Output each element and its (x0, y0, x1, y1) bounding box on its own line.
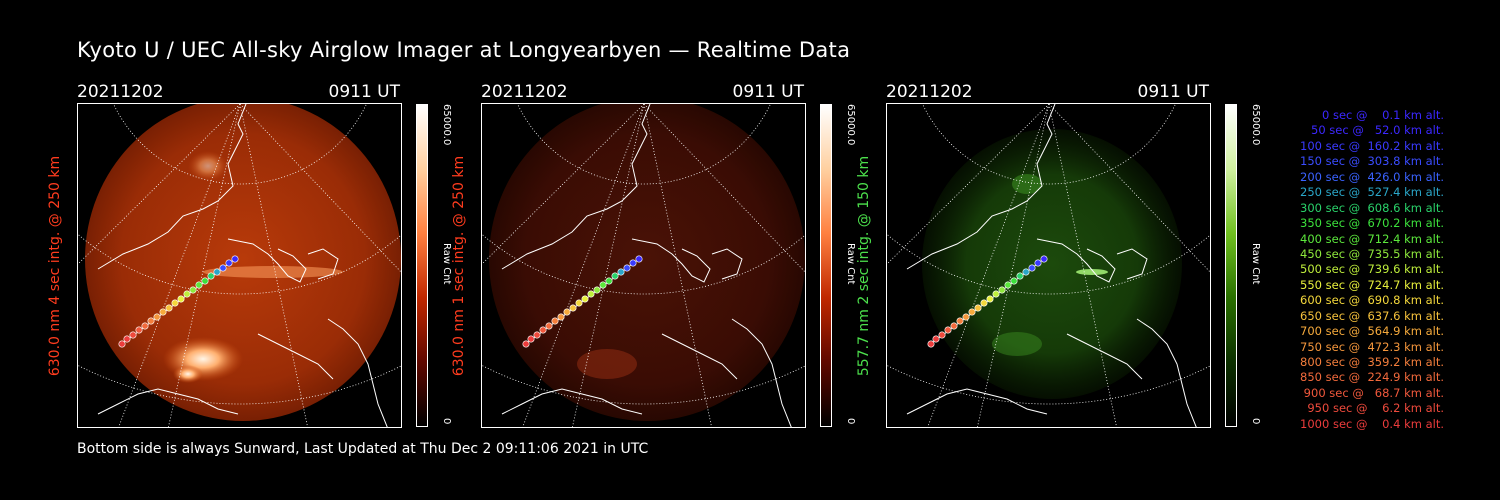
panel-side-label: 630.0 nm 1 sec intg. @ 250 km (451, 155, 467, 376)
legend-row: 0 sec @ 0.1 km alt. (1311, 108, 1444, 122)
colorbar (820, 104, 832, 427)
image-panel-557nm-2s: 20211202 0911 UT 557.7 nm 2 sec intg. @ … (856, 78, 1286, 433)
legend-row: 1000 sec @ 0.4 km alt. (1300, 416, 1444, 431)
legend-row: 500 sec @ 739.6 km alt. (1296, 262, 1444, 277)
allsky-image[interactable] (886, 103, 1211, 428)
legend-row: 850 sec @ 224.9 km alt. (1296, 370, 1444, 385)
legend-row: 450 sec @ 735.5 km alt. (1296, 246, 1444, 261)
trajectory-markers (927, 255, 1048, 348)
legend-row: 800 sec @ 359.2 km alt. (1296, 355, 1444, 369)
footer-update-note: Bottom side is always Sunward, Last Upda… (77, 441, 649, 457)
legend-row: 400 sec @ 712.4 km alt. (1296, 231, 1444, 246)
legend-row: 700 sec @ 564.9 km alt. (1296, 324, 1444, 339)
panel-date: 20211202 (481, 82, 568, 102)
allsky-image[interactable] (481, 103, 806, 428)
panel-date: 20211202 (886, 82, 973, 102)
legend-row: 150 sec @ 303.8 km alt. (1296, 154, 1444, 169)
trajectory-markers (522, 255, 643, 348)
legend-row: 600 sec @ 690.8 km alt. (1296, 293, 1444, 308)
legend-row: 350 sec @ 670.2 km alt. (1296, 216, 1444, 231)
panel-side-label: 557.7 nm 2 sec intg. @ 150 km (856, 155, 872, 376)
legend-row: 550 sec @ 724.7 km alt. (1296, 277, 1444, 292)
panel-side-label: 630.0 nm 4 sec intg. @ 250 km (47, 155, 63, 376)
trajectory-markers (118, 255, 239, 348)
panel-date: 20211202 (77, 82, 164, 102)
panel-time: 0911 UT (1137, 82, 1210, 102)
panel-time: 0911 UT (328, 82, 401, 102)
legend-row: 300 sec @ 608.6 km alt. (1296, 200, 1444, 215)
allsky-image[interactable] (77, 103, 402, 428)
colorbar (1225, 104, 1237, 427)
colorbar (416, 104, 428, 427)
legend-row: 200 sec @ 426.0 km alt. (1296, 169, 1444, 184)
image-panel-630nm-4s: 20211202 0911 UT 630.0 nm 4 sec intg. @ … (47, 78, 477, 433)
panel-time: 0911 UT (732, 82, 805, 102)
page-title: Kyoto U / UEC All-sky Airglow Imager at … (77, 38, 851, 62)
legend-row: 100 sec @ 160.2 km alt. (1296, 138, 1444, 153)
legend-row: 900 sec @ 68.7 km alt. (1300, 385, 1444, 400)
legend-row: 750 sec @ 472.3 km alt. (1296, 339, 1444, 354)
legend-row: 650 sec @ 637.6 km alt. (1296, 308, 1444, 323)
trajectory-legend: 0 sec @ 0.1 km alt. 50 sec @ 52.0 km alt… (1258, 108, 1444, 432)
legend-row: 950 sec @ 6.2 km alt. (1303, 401, 1444, 416)
legend-row: 50 sec @ 52.0 km alt. (1303, 123, 1444, 138)
legend-row: 250 sec @ 527.4 km alt. (1296, 185, 1444, 200)
image-panel-630nm-1s: 20211202 0911 UT 630.0 nm 1 sec intg. @ … (451, 78, 881, 433)
